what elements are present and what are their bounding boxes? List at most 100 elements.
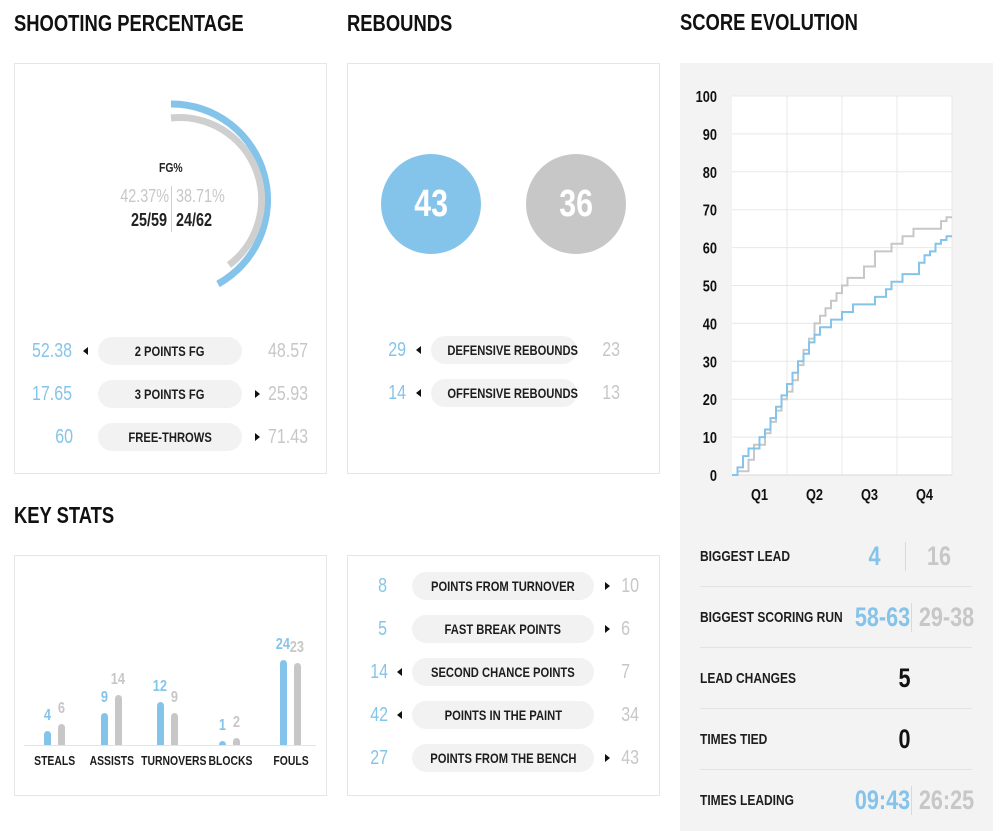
home-value: 60 — [55, 426, 73, 448]
key-stats-panel: 4 6 STEALS 9 14 ASSISTS 12 9 TURNOVERS 1 2 BLOCKS 24… — [14, 555, 327, 796]
points-panel: 8 POINTS FROM TURNOVER 10 5 FAST BREAK P… — [347, 555, 660, 796]
x-tick-label: Q3 — [861, 487, 878, 505]
stat-label-pill: OFFENSIVE REBOUNDS — [431, 379, 578, 407]
fg-arc-away — [170, 114, 266, 268]
score-evolution-panel: 0 10 20 30 40 50 60 70 80 90 100 Q1 Q2 Q3 Q4 BIGGEST L… — [680, 63, 993, 831]
summary-row-lead-changes: LEAD CHANGES 5 — [700, 648, 972, 709]
away-leader-arrow-icon — [255, 390, 260, 398]
key-stats-bars: 4 6 STEALS 9 14 ASSISTS 12 9 TURNOVERS 1 2 BLOCKS 24… — [15, 556, 328, 797]
shooting-panel: FG% 42.37% 38.71% 25/59 24/62 52.38 2 PO… — [14, 63, 327, 474]
home-value: 8 — [378, 575, 388, 597]
stat-row: 5 FAST BREAK POINTS 6 — [348, 615, 661, 643]
away-bar — [171, 713, 178, 745]
x-tick-label: Q4 — [916, 487, 933, 505]
away-rebounds-circle: 36 — [526, 154, 626, 254]
score-evolution-chart: 0 10 20 30 40 50 60 70 80 90 100 Q1 Q2 Q3 Q4 — [696, 89, 953, 505]
summary-away-value: 29-38 — [918, 602, 975, 632]
y-tick-label: 80 — [703, 165, 717, 183]
home-bar-value: 24 — [275, 635, 291, 653]
away-bar — [115, 695, 122, 745]
y-tick-label: 70 — [703, 202, 717, 220]
summary-home-value: 58-63 — [854, 602, 911, 632]
summary-row-times-leading: TIMES LEADING 09:43 26:25 — [700, 770, 975, 831]
away-value: 10 — [621, 575, 639, 597]
home-leader-arrow-icon — [83, 347, 88, 355]
home-bar — [44, 730, 51, 745]
stat-label-pill: 3 POINTS FG — [98, 380, 242, 408]
stat-row: 29 DEFENSIVE REBOUNDS 23 — [348, 336, 661, 364]
summary-row-times-tied: TIMES TIED 0 — [700, 709, 972, 770]
away-leader-arrow-icon — [605, 625, 610, 633]
home-value: 14 — [388, 382, 406, 404]
away-leader-arrow-icon — [605, 582, 610, 590]
home-bar-value: 12 — [152, 678, 168, 696]
stat-label-pill: DEFENSIVE REBOUNDS — [431, 336, 578, 364]
home-rebounds-circle: 43 — [381, 154, 481, 254]
summary-label: BIGGEST SCORING RUN — [700, 609, 843, 626]
y-tick-label: 30 — [703, 354, 717, 372]
category-label: TURNOVERS — [141, 753, 207, 768]
fg-arc-home — [170, 100, 272, 288]
summary-label: TIMES LEADING — [700, 792, 795, 809]
summary-separator — [911, 786, 912, 815]
away-value: 23 — [602, 339, 620, 361]
away-bar — [233, 737, 240, 745]
home-leader-arrow-icon — [416, 389, 421, 397]
stat-row: 42 POINTS IN THE PAINT 34 — [348, 701, 661, 729]
home-bar — [157, 702, 164, 745]
stat-label-pill: FAST BREAK POINTS — [412, 615, 594, 643]
home-value: 27 — [370, 747, 388, 769]
fg-away-made: 24/62 — [176, 210, 213, 230]
summary-label: LEAD CHANGES — [700, 670, 797, 687]
shooting-heading: SHOOTING PERCENTAGE — [14, 10, 244, 36]
summary-home-value: 09:43 — [854, 785, 911, 815]
home-bar — [280, 659, 287, 745]
stat-label-pill: 2 POINTS FG — [98, 337, 242, 365]
y-tick-label: 90 — [703, 127, 717, 145]
stat-row: 14 SECOND CHANCE POINTS 7 — [348, 658, 661, 686]
category-label: STEALS — [34, 753, 76, 768]
home-value: 52.38 — [32, 340, 73, 362]
away-bar — [294, 663, 301, 745]
stat-label-pill: POINTS IN THE PAINT — [412, 701, 594, 729]
away-bar-value: 9 — [170, 689, 178, 707]
key-stats-baseline — [24, 745, 316, 746]
summary-home-value: 4 — [868, 541, 882, 571]
away-bar-value: 6 — [57, 699, 65, 717]
summary-away-value: 26:25 — [918, 785, 975, 815]
away-value: 43 — [621, 747, 639, 769]
stat-label-pill: POINTS FROM TURNOVER — [412, 572, 594, 600]
away-bar-value: 2 — [232, 713, 240, 731]
away-bar-value: 14 — [110, 671, 126, 689]
fg-home-made: 25/59 — [130, 210, 167, 230]
rebounds-panel: 43 36 29 DEFENSIVE REBOUNDS 23 14 OFFENS… — [347, 63, 660, 474]
home-value: 14 — [370, 661, 388, 683]
summary-separator — [905, 542, 906, 571]
home-bar-value: 1 — [218, 717, 226, 735]
away-value: 25.93 — [268, 383, 309, 405]
away-value: 71.43 — [268, 426, 309, 448]
home-bar — [219, 741, 226, 745]
fg-separator — [171, 186, 172, 232]
away-leader-arrow-icon — [605, 754, 610, 762]
stat-label-pill: POINTS FROM THE BENCH — [412, 744, 594, 772]
fg-home-pct: 42.37% — [120, 186, 169, 206]
home-leader-arrow-icon — [416, 346, 421, 354]
y-tick-label: 20 — [703, 392, 717, 410]
away-bar-value: 23 — [289, 639, 305, 657]
summary-value: 5 — [898, 663, 912, 693]
home-value: 5 — [378, 618, 388, 640]
away-leader-arrow-icon — [255, 433, 260, 441]
away-value: 7 — [621, 661, 631, 683]
home-bar-value: 9 — [100, 689, 108, 707]
stat-row: 27 POINTS FROM THE BENCH 43 — [348, 744, 661, 772]
home-leader-arrow-icon — [397, 668, 402, 676]
y-tick-label: 50 — [703, 278, 717, 296]
stat-row: 8 POINTS FROM TURNOVER 10 — [348, 572, 661, 600]
summary-row-biggest-lead: BIGGEST LEAD 4 16 — [700, 526, 972, 587]
summary-value: 0 — [898, 724, 912, 754]
fg-label: FG% — [158, 160, 183, 175]
away-value: 34 — [621, 704, 639, 726]
summary-away-value: 16 — [926, 541, 952, 571]
away-value: 6 — [621, 618, 631, 640]
